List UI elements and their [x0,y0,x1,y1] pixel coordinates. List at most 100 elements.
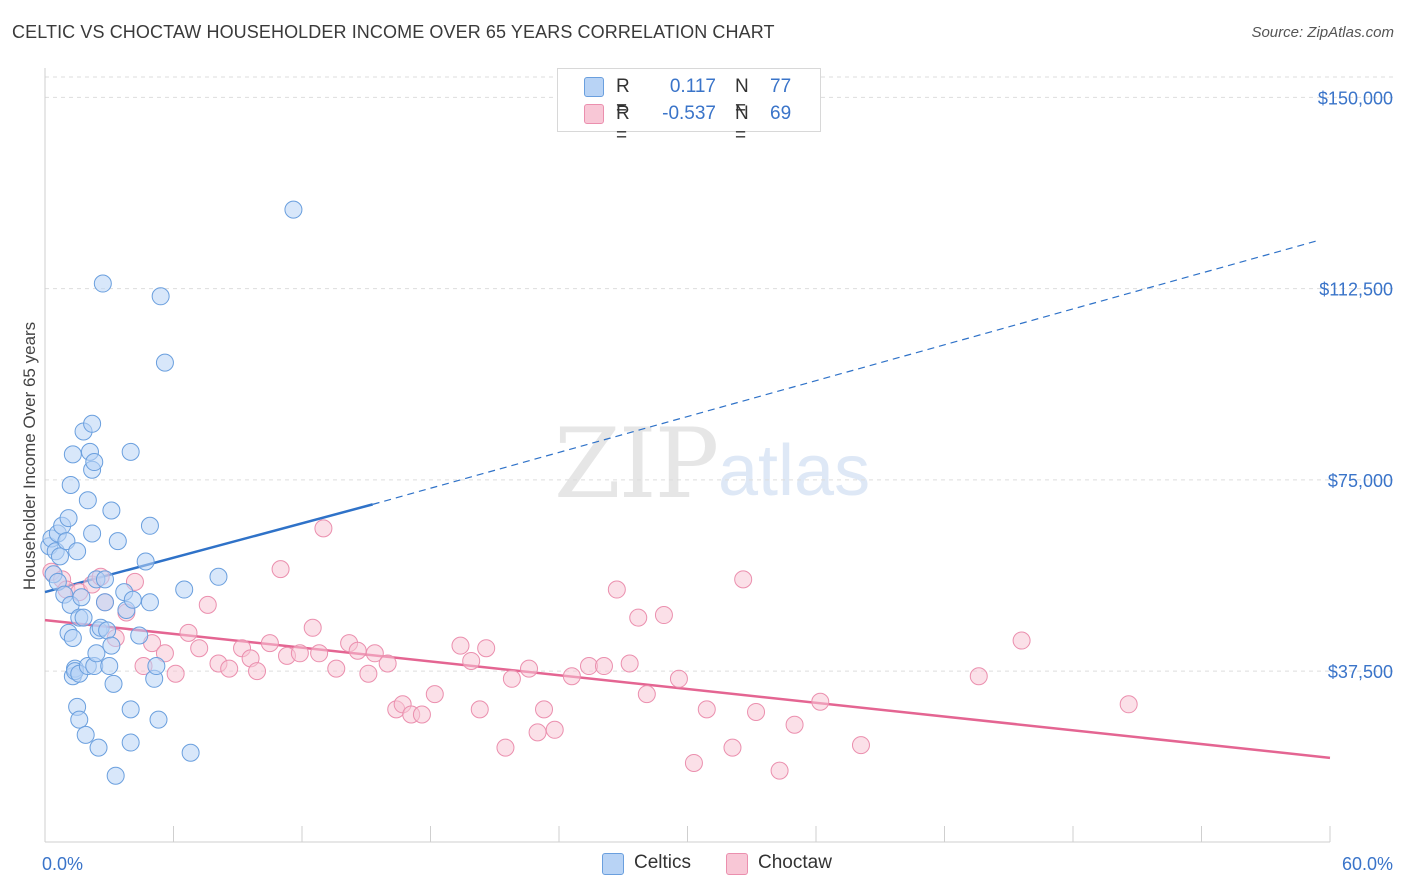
celtics-point [102,636,121,655]
legend-n-label: N = [735,103,749,146]
celtics-point [95,570,114,589]
celtics-legend-label: Celtics [634,852,692,873]
choctaw-point [637,685,656,704]
celtics-point [63,445,82,464]
celtics-point [95,593,114,612]
celtics-point [87,644,106,663]
choctaw-point [969,667,988,686]
axes [44,68,1331,843]
choctaw-point [1012,631,1031,650]
celtics-point [59,509,78,528]
choctaw-point [314,519,333,538]
choctaw-point [629,608,648,627]
chart-title: CELTIC VS CHOCTAW HOUSEHOLDER INCOME OVE… [12,22,775,42]
legend-n-value: 69 [770,103,792,124]
celtics-point [136,552,155,571]
y-tick-label: $150,000 [1318,88,1393,108]
y-tick-label: $37,500 [1328,662,1393,682]
choctaw-point [451,636,470,655]
choctaw-point [477,639,496,658]
legend-n-label: N = [735,76,749,119]
choctaw-point [190,639,209,658]
y-tick-label: $75,000 [1328,471,1393,491]
choctaw-point [290,644,309,663]
choctaw-point [470,700,489,719]
legend-r-label: R = [616,76,630,119]
y-axis-label: Householder Income Over 65 years [20,322,39,590]
choctaw-point [365,644,384,663]
celtics-point [85,453,104,472]
grid-lines [45,76,1395,672]
x-tick-label: 0.0% [42,854,83,874]
legend-r-value: 0.117 [669,76,716,97]
celtics-point [209,567,228,586]
choctaw-point [220,659,239,678]
celtics-point [93,274,112,293]
choctaw-point [811,692,830,711]
choctaw-point [462,651,481,670]
choctaw-point [520,659,539,678]
celtics-point [63,629,82,647]
choctaw-point [785,715,804,734]
celtics-point [83,524,102,543]
choctaw-legend-swatch [726,853,748,875]
celtics-point [70,710,89,729]
celtics-point [104,674,123,693]
choctaw-point [155,644,174,663]
legend-r-label: R = [616,103,630,146]
choctaw-point [378,654,397,673]
watermark-atlas: atlas [718,431,871,511]
celtics-point [181,743,200,762]
choctaw-point [747,702,766,721]
choctaw-point [654,606,673,625]
celtics-swatch [584,77,604,97]
celtics-point [130,626,149,645]
choctaw-point [271,560,290,579]
choctaw-point [248,662,267,681]
choctaw-point [327,659,346,678]
correlation-legend: R = 0.117 N = 77 R = -0.537 N = 69 [557,68,821,146]
choctaw-point [545,720,564,739]
celtics-point [89,738,108,757]
choctaw-swatch [584,104,604,124]
celtics-point [121,700,140,719]
choctaw-point [594,657,613,676]
choctaw-point [166,664,185,683]
choctaw-point [412,705,431,724]
choctaw-point [562,667,581,686]
celtics-point [83,414,102,433]
celtics-point [147,657,166,676]
chart-source: Source: ZipAtlas.com [1251,24,1394,41]
choctaw-legend-label: Choctaw [758,852,832,873]
choctaw-point [179,623,198,642]
choctaw-point [1119,695,1138,714]
choctaw-point [734,570,753,589]
choctaw-point [684,753,703,772]
choctaw-point [697,700,716,719]
choctaw-point [528,723,547,742]
choctaw-point [502,669,521,688]
choctaw-point [620,654,639,673]
celtics-legend-swatch [602,853,624,875]
celtics-point [284,200,303,219]
choctaw-point [851,736,870,755]
choctaw-point [579,657,598,676]
celtics-point [100,657,119,676]
celtics-point [102,501,121,520]
watermark-zip: ZIP [554,408,719,520]
celtics-point [108,532,127,551]
choctaw-point [607,580,626,599]
choctaw-point [496,738,515,757]
choctaw-point [669,669,688,688]
legend-r-value: -0.537 [662,103,716,124]
tick-labels: $37,500 $75,000 $112,500 $150,000 0.0% 60.0% H… [20,88,1393,874]
choctaw-point [198,595,217,614]
choctaw-point [359,664,378,683]
celtics-point [74,608,93,627]
celtics-point [151,287,170,306]
celtics-point [61,476,80,494]
choctaw-point [770,761,789,780]
celtics-point [121,733,140,752]
data-points [40,200,1138,785]
celtics-point [50,547,69,566]
